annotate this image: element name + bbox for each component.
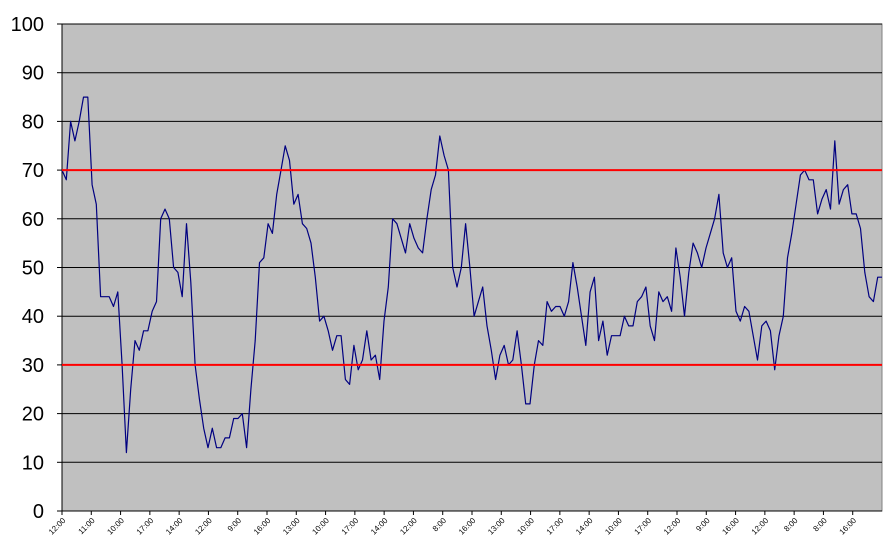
x-tick-label: 16:00 bbox=[457, 516, 478, 537]
x-tick-label: 16:00 bbox=[252, 516, 273, 537]
x-tick-label: 8:00 bbox=[811, 516, 829, 534]
x-tick-label: 10:00 bbox=[310, 516, 331, 537]
x-tick-label: 12:00 bbox=[398, 516, 419, 537]
x-tick-label: 13:00 bbox=[486, 516, 507, 537]
x-tick-label: 16:00 bbox=[838, 516, 859, 537]
x-tick-label: 17:00 bbox=[633, 516, 654, 537]
x-tick-label: 12:00 bbox=[662, 516, 683, 537]
x-tick-label: 12:00 bbox=[47, 516, 68, 537]
x-tick-label: 12:00 bbox=[193, 516, 214, 537]
y-tick-label: 80 bbox=[22, 111, 44, 133]
x-tick-label: 11:00 bbox=[77, 516, 97, 536]
x-tick-label: 10:00 bbox=[105, 516, 126, 537]
x-tick-label: 10:00 bbox=[515, 516, 536, 537]
y-tick-label: 90 bbox=[22, 63, 44, 85]
y-axis: 0 10 20 30 40 50 60 70 80 90 100 bbox=[11, 14, 63, 523]
y-tick-label: 100 bbox=[11, 14, 44, 36]
series-line bbox=[61, 96, 882, 454]
x-tick-label: 16:00 bbox=[720, 516, 741, 537]
x-tick-label: 13:00 bbox=[281, 516, 302, 537]
x-tick-label: 14:00 bbox=[164, 516, 185, 537]
y-tick-label: 70 bbox=[22, 160, 44, 182]
y-tick-label: 0 bbox=[33, 501, 44, 523]
x-tick-label: 12:00 bbox=[750, 516, 771, 537]
x-tick-label: 14:00 bbox=[574, 516, 595, 537]
x-tick-label: 8:00 bbox=[782, 516, 800, 534]
y-tick-label: 20 bbox=[22, 404, 44, 426]
x-tick-label: 17:00 bbox=[135, 516, 156, 537]
x-tick-label: 9:00 bbox=[694, 516, 712, 534]
y-tick-label: 50 bbox=[22, 258, 44, 280]
x-tick-label: 17:00 bbox=[340, 516, 361, 537]
y-tick-label: 10 bbox=[22, 452, 44, 474]
y-tick-label: 30 bbox=[22, 355, 44, 377]
y-tick-label: 60 bbox=[22, 209, 44, 231]
x-tick-label: 10:00 bbox=[603, 516, 624, 537]
x-tick-label: 14:00 bbox=[369, 516, 390, 537]
x-tick-label: 9:00 bbox=[226, 516, 244, 534]
x-tick-label: 17:00 bbox=[545, 516, 566, 537]
reference-lines bbox=[62, 169, 882, 366]
y-tick-label: 40 bbox=[22, 306, 44, 328]
series-layer bbox=[61, 96, 882, 454]
x-axis: 12:00 11:00 10:00 17:00 14:00 12:00 9:00 16:00 1… bbox=[47, 510, 882, 537]
x-tick-label: 8:00 bbox=[431, 516, 449, 534]
